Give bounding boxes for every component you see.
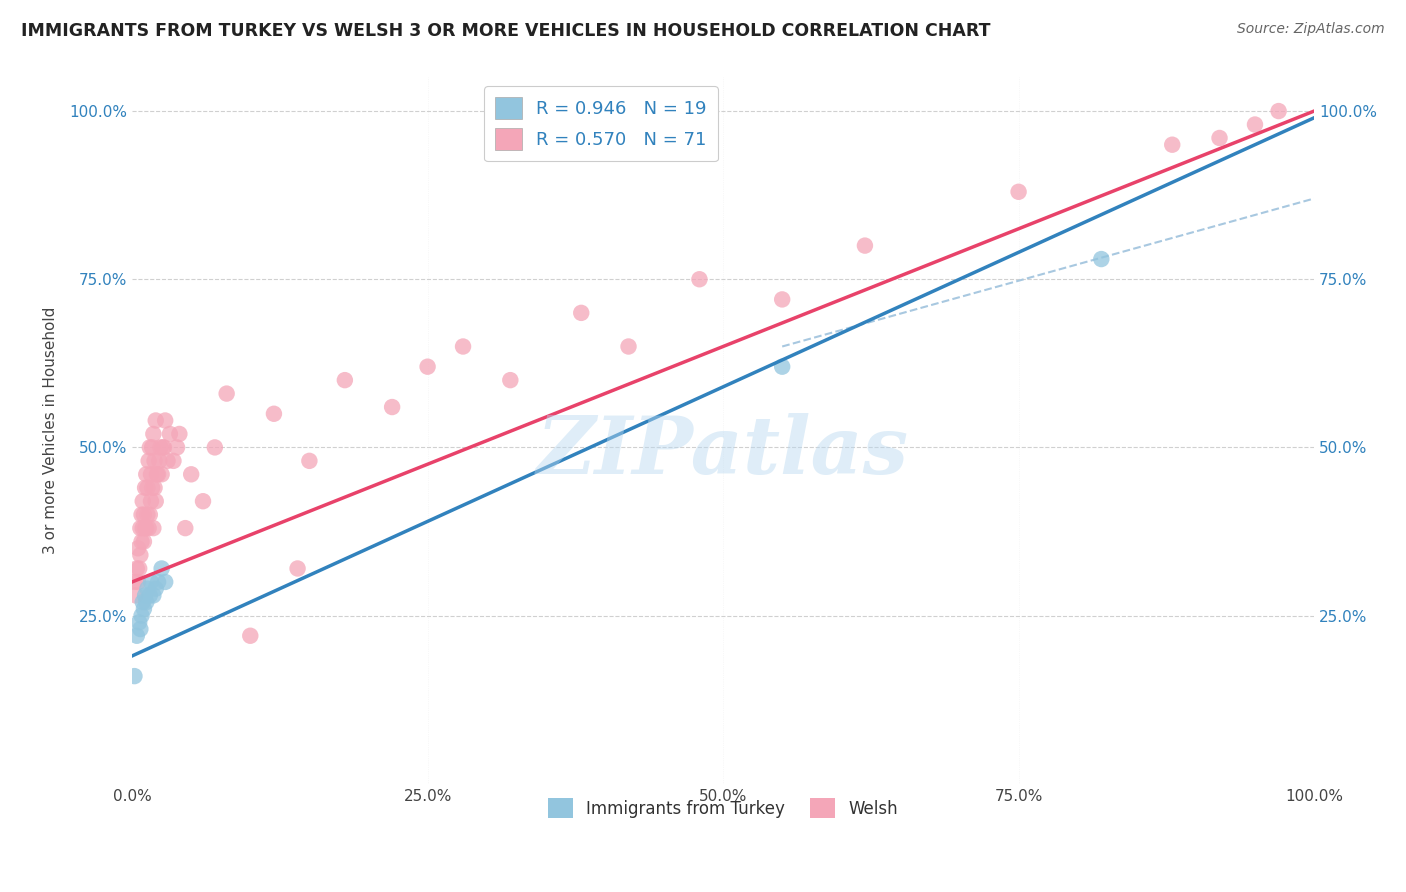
Text: IMMIGRANTS FROM TURKEY VS WELSH 3 OR MORE VEHICLES IN HOUSEHOLD CORRELATION CHAR: IMMIGRANTS FROM TURKEY VS WELSH 3 OR MOR… bbox=[21, 22, 991, 40]
Point bbox=[145, 494, 167, 508]
Point bbox=[145, 413, 167, 427]
Point bbox=[204, 441, 226, 455]
Point bbox=[287, 561, 309, 575]
Point bbox=[142, 426, 165, 441]
Point bbox=[148, 454, 170, 468]
Point bbox=[1007, 185, 1029, 199]
Point bbox=[139, 467, 162, 482]
Text: ZIPatlas: ZIPatlas bbox=[537, 413, 910, 491]
Point bbox=[124, 574, 146, 589]
Point bbox=[132, 521, 155, 535]
Point bbox=[499, 373, 522, 387]
Point bbox=[1161, 137, 1184, 152]
Point bbox=[139, 588, 162, 602]
Point bbox=[128, 615, 150, 630]
Point bbox=[145, 582, 167, 596]
Point bbox=[451, 339, 474, 353]
Point bbox=[139, 508, 162, 522]
Point bbox=[166, 441, 188, 455]
Point bbox=[132, 602, 155, 616]
Point bbox=[129, 521, 152, 535]
Point bbox=[770, 293, 793, 307]
Point bbox=[1208, 131, 1230, 145]
Point bbox=[141, 481, 163, 495]
Point bbox=[146, 467, 169, 482]
Point bbox=[135, 595, 157, 609]
Point bbox=[134, 481, 156, 495]
Point bbox=[134, 521, 156, 535]
Text: Source: ZipAtlas.com: Source: ZipAtlas.com bbox=[1237, 22, 1385, 37]
Point bbox=[688, 272, 710, 286]
Legend: Immigrants from Turkey, Welsh: Immigrants from Turkey, Welsh bbox=[541, 791, 905, 825]
Point bbox=[127, 541, 149, 556]
Point bbox=[150, 561, 173, 575]
Point bbox=[150, 467, 173, 482]
Point bbox=[770, 359, 793, 374]
Y-axis label: 3 or more Vehicles in Household: 3 or more Vehicles in Household bbox=[44, 307, 58, 554]
Point bbox=[135, 521, 157, 535]
Point bbox=[169, 426, 191, 441]
Point bbox=[569, 306, 592, 320]
Point bbox=[153, 413, 176, 427]
Point bbox=[146, 574, 169, 589]
Point bbox=[1267, 104, 1289, 119]
Point bbox=[129, 548, 152, 562]
Point bbox=[152, 441, 174, 455]
Point bbox=[149, 441, 172, 455]
Point bbox=[139, 574, 162, 589]
Point bbox=[129, 622, 152, 636]
Point bbox=[132, 595, 155, 609]
Point bbox=[136, 508, 159, 522]
Point bbox=[381, 400, 404, 414]
Point bbox=[128, 561, 150, 575]
Point bbox=[180, 467, 202, 482]
Point bbox=[139, 441, 162, 455]
Point bbox=[239, 629, 262, 643]
Point bbox=[162, 454, 184, 468]
Point bbox=[138, 454, 160, 468]
Point bbox=[131, 608, 153, 623]
Point bbox=[135, 467, 157, 482]
Point bbox=[124, 588, 146, 602]
Point bbox=[132, 534, 155, 549]
Point bbox=[416, 359, 439, 374]
Point bbox=[142, 588, 165, 602]
Point bbox=[333, 373, 356, 387]
Point bbox=[1090, 252, 1112, 266]
Point bbox=[127, 574, 149, 589]
Point bbox=[136, 481, 159, 495]
Point bbox=[153, 441, 176, 455]
Point bbox=[617, 339, 640, 353]
Point bbox=[142, 521, 165, 535]
Point bbox=[298, 454, 321, 468]
Point bbox=[215, 386, 238, 401]
Point bbox=[136, 582, 159, 596]
Point bbox=[125, 561, 148, 575]
Point bbox=[138, 521, 160, 535]
Point bbox=[125, 629, 148, 643]
Point bbox=[156, 454, 179, 468]
Point bbox=[134, 588, 156, 602]
Point bbox=[131, 534, 153, 549]
Point bbox=[263, 407, 285, 421]
Point bbox=[159, 426, 181, 441]
Point bbox=[146, 467, 169, 482]
Point bbox=[191, 494, 214, 508]
Point bbox=[143, 454, 166, 468]
Point bbox=[141, 441, 163, 455]
Point bbox=[1244, 118, 1267, 132]
Point bbox=[124, 669, 146, 683]
Point bbox=[853, 238, 876, 252]
Point bbox=[131, 508, 153, 522]
Point bbox=[153, 574, 176, 589]
Point bbox=[143, 481, 166, 495]
Point bbox=[139, 494, 162, 508]
Point bbox=[132, 508, 155, 522]
Point bbox=[132, 494, 155, 508]
Point bbox=[174, 521, 197, 535]
